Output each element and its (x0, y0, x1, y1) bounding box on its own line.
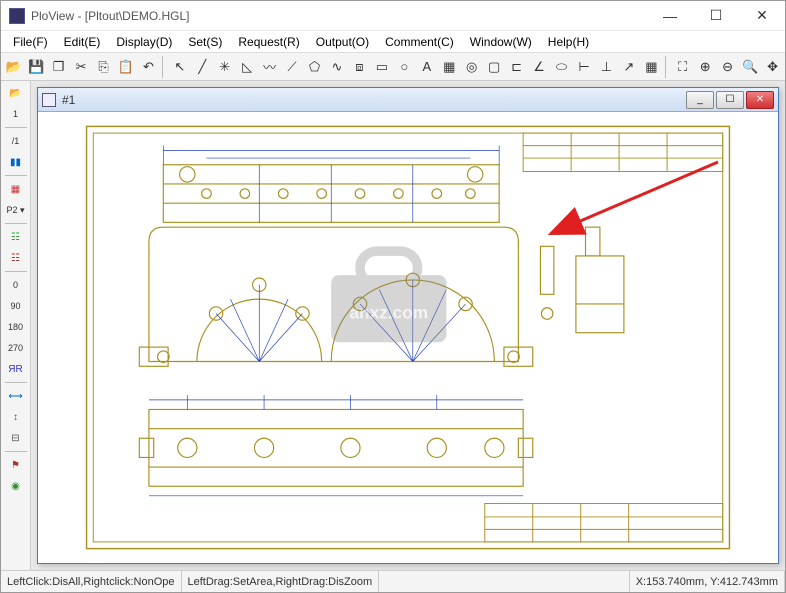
status-left: LeftClick:DisAll,Rightclick:NonOpe (1, 571, 182, 592)
angle-270[interactable]: 270 (3, 338, 29, 358)
menu-output[interactable]: Output(O) (308, 33, 377, 51)
angle-180[interactable]: 180 (3, 317, 29, 337)
save-icon[interactable]: 💾 (25, 56, 46, 78)
fit-icon[interactable]: ⛶ (672, 56, 693, 78)
asterisk-icon[interactable]: ✳ (214, 56, 235, 78)
menu-window[interactable]: Window(W) (462, 33, 540, 51)
angle-0[interactable]: 0 (3, 275, 29, 295)
step-icon[interactable]: ⧈ (349, 56, 370, 78)
dim-icon[interactable]: ⊏ (506, 56, 527, 78)
dimtool-icon[interactable]: ⊟ (4, 428, 28, 448)
child-close-button[interactable]: ✕ (746, 91, 774, 109)
status-spacer (379, 571, 630, 592)
text-icon[interactable]: A (416, 56, 437, 78)
menubar: File(F)Edit(E)Display(D)Set(S)Request(R)… (1, 31, 785, 53)
folder-icon[interactable]: 📂 (4, 83, 28, 103)
pattern-icon[interactable]: ▦ (439, 56, 460, 78)
zoomin-icon[interactable]: ⊕ (694, 56, 715, 78)
app-title: PloView - [Pltout\DEMO.HGL] (31, 9, 647, 23)
main-toolbar: 📂💾❐✂⎘📋↶↖╱✳◺〰⟋⬠∿⧈▭○A▦◎▢⊏∠⬭⊢⊥↗▦⛶⊕⊖🔍✥ (1, 53, 785, 81)
zoomout-icon[interactable]: ⊖ (717, 56, 738, 78)
dimh-icon[interactable]: ⊢ (573, 56, 594, 78)
bars-icon[interactable]: ▮▮ (4, 152, 28, 172)
palette-icon[interactable]: ▦ (641, 56, 662, 78)
watermark-text: anxz.com (349, 302, 428, 322)
target2-icon[interactable]: ◉ (4, 476, 28, 496)
copy-icon[interactable]: ⎘ (93, 56, 114, 78)
angle-90[interactable]: 90 (3, 296, 29, 316)
line-icon[interactable]: ╱ (192, 56, 213, 78)
status-mid: LeftDrag:SetArea,RightDrag:DisZoom (182, 571, 380, 592)
open-icon[interactable]: 📂 (3, 56, 24, 78)
slash-1[interactable]: /1 (3, 131, 29, 151)
circle-icon[interactable]: ○ (394, 56, 415, 78)
dimv-icon[interactable]: ⊥ (596, 56, 617, 78)
titlebar: PloView - [Pltout\DEMO.HGL] — ☐ ✕ (1, 1, 785, 31)
child-window: #1 _ ☐ ✕ (37, 87, 779, 564)
triangle-icon[interactable]: ◺ (236, 56, 257, 78)
menu-file[interactable]: File(F) (5, 33, 56, 51)
angle-icon[interactable]: ∠ (528, 56, 549, 78)
dimh2-icon[interactable]: ⟷ (4, 386, 28, 406)
child-icon (42, 93, 56, 107)
window-buttons: — ☐ ✕ (647, 1, 785, 31)
child-minimize-button[interactable]: _ (686, 91, 714, 109)
new-icon[interactable]: ❐ (48, 56, 69, 78)
cut-icon[interactable]: ✂ (70, 56, 91, 78)
layers2-icon[interactable]: ☷ (4, 248, 28, 268)
menu-edit[interactable]: Edit(E) (56, 33, 109, 51)
rect2-icon[interactable]: ▢ (483, 56, 504, 78)
statusbar: LeftClick:DisAll,Rightclick:NonOpe LeftD… (1, 570, 785, 592)
sidebar: 📂1/1▮▮ ▦P2 ▾ ☷☷ 090180270ЯR ⟷↕⊟ ⚑◉ (1, 81, 31, 570)
child-maximize-button[interactable]: ☐ (716, 91, 744, 109)
status-coords: X:153.740mm, Y:412.743mm (630, 571, 785, 592)
flag-icon[interactable]: ⚑ (4, 455, 28, 475)
rect-icon[interactable]: ▭ (371, 56, 392, 78)
polyline-icon[interactable]: ⟋ (281, 56, 302, 78)
main-area: 📂1/1▮▮ ▦P2 ▾ ☷☷ 090180270ЯR ⟷↕⊟ ⚑◉ #1 _ ☐ ✕ (1, 81, 785, 570)
pentagon-icon[interactable]: ⬠ (304, 56, 325, 78)
paste-icon[interactable]: 📋 (115, 56, 136, 78)
mirror-icon[interactable]: ЯR (4, 359, 28, 379)
maximize-button[interactable]: ☐ (693, 1, 739, 31)
pan-icon[interactable]: ✥ (762, 56, 783, 78)
app-icon (9, 8, 25, 24)
cad-drawing: anxz.com (38, 112, 778, 563)
dimv2-icon[interactable]: ↕ (4, 407, 28, 427)
close-button[interactable]: ✕ (739, 1, 785, 31)
drawing-canvas[interactable]: anxz.com (38, 112, 778, 563)
curve-icon[interactable]: ∿ (326, 56, 347, 78)
menu-set[interactable]: Set(S) (180, 33, 230, 51)
menu-display[interactable]: Display(D) (108, 33, 180, 51)
zoom-icon[interactable]: 🔍 (739, 56, 760, 78)
minimize-button[interactable]: — (647, 1, 693, 31)
document-area: #1 _ ☐ ✕ (31, 81, 785, 570)
leader-icon[interactable]: ↗ (618, 56, 639, 78)
pointer-icon[interactable]: ↖ (169, 56, 190, 78)
wave-icon[interactable]: 〰 (259, 56, 280, 78)
p2[interactable]: P2 ▾ (3, 200, 29, 220)
menu-comment[interactable]: Comment(C) (377, 33, 462, 51)
child-titlebar[interactable]: #1 _ ☐ ✕ (38, 88, 778, 112)
undo-icon[interactable]: ↶ (138, 56, 159, 78)
layers1-icon[interactable]: ☷ (4, 227, 28, 247)
menu-request[interactable]: Request(R) (230, 33, 307, 51)
menu-help[interactable]: Help(H) (540, 33, 597, 51)
num-1[interactable]: 1 (3, 104, 29, 124)
child-title: #1 (62, 93, 686, 107)
target-icon[interactable]: ◎ (461, 56, 482, 78)
ellipse-icon[interactable]: ⬭ (551, 56, 572, 78)
grid-icon[interactable]: ▦ (4, 179, 28, 199)
